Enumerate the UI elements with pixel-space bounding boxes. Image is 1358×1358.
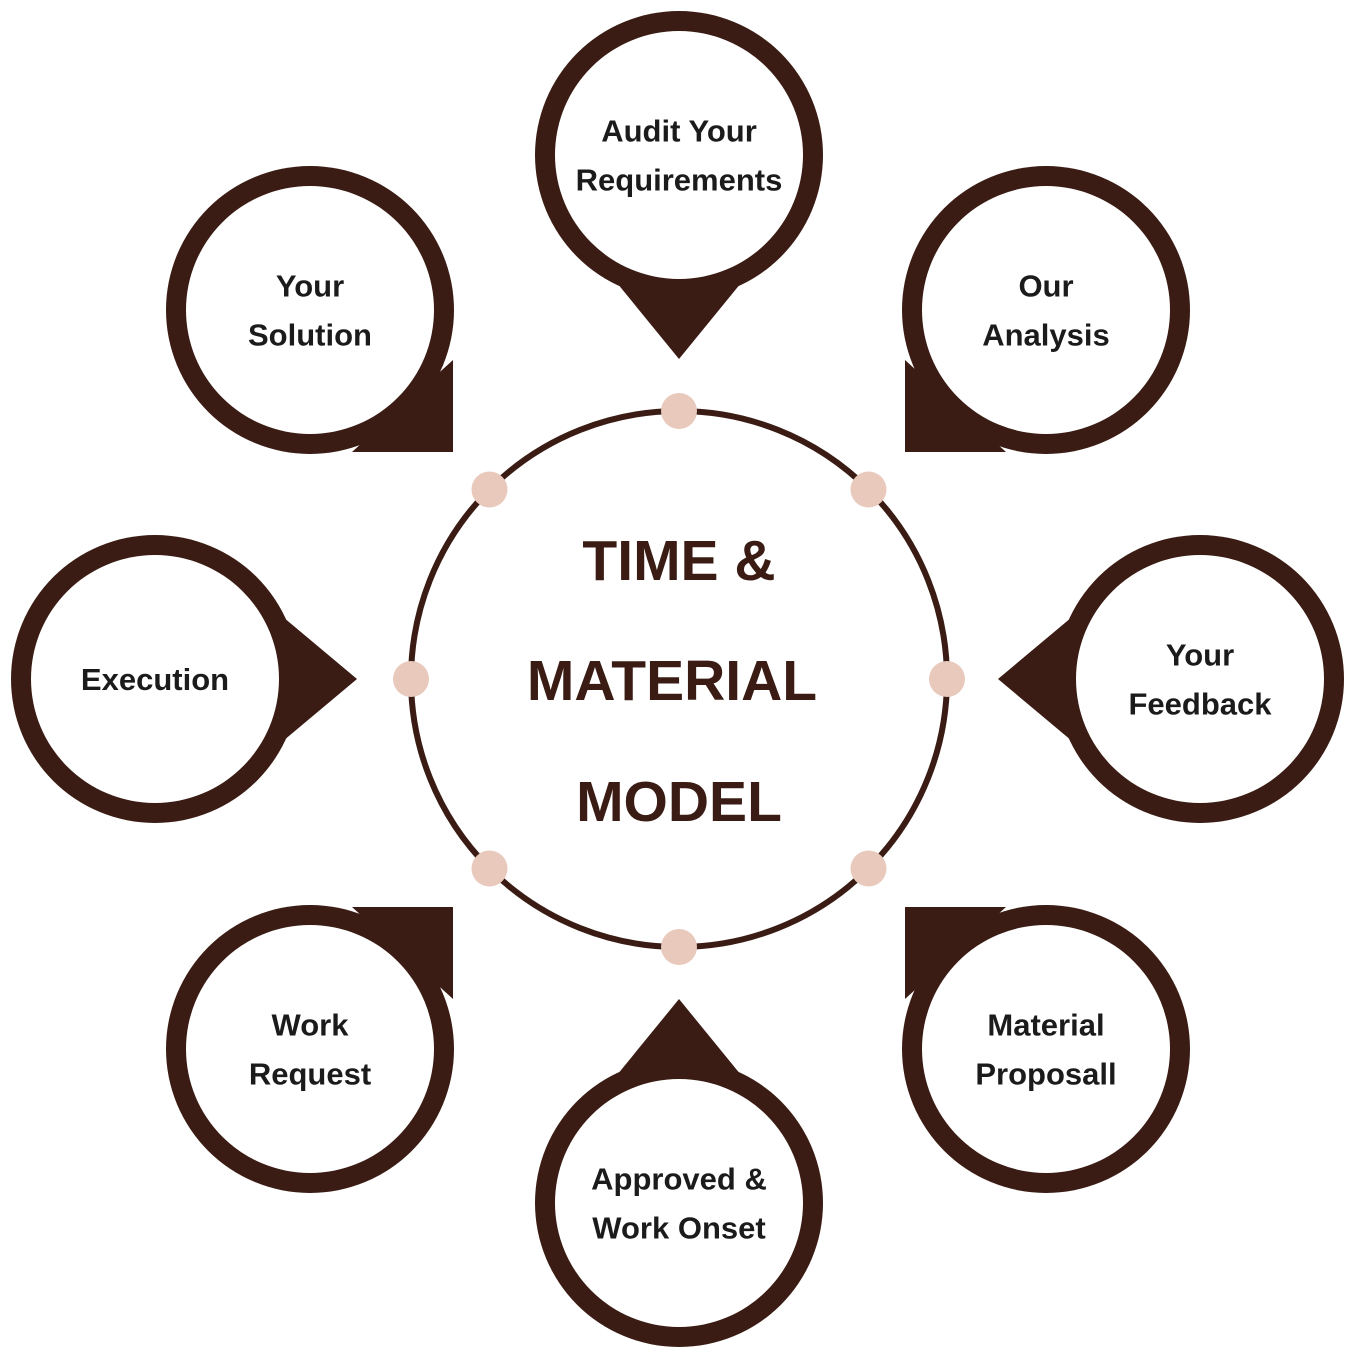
node-onset-label-line-2: Work Onset — [592, 1211, 765, 1246]
node-feedback-label-line-2: Feedback — [1128, 687, 1272, 722]
node-feedback-pointer — [998, 617, 1072, 741]
node-analysis-inner — [922, 186, 1170, 434]
node-analysis: Our Analysis — [902, 166, 1190, 454]
ring-dots — [393, 393, 965, 965]
node-analysis-label-line-1: Our — [1018, 269, 1073, 304]
center-title-line-3: MODEL — [576, 770, 782, 834]
ring-dot — [850, 850, 887, 887]
node-solution-inner — [186, 186, 434, 434]
node-solution-label-line-2: Solution — [248, 318, 372, 353]
node-request-inner — [186, 925, 434, 1173]
ring-dot — [661, 929, 697, 965]
node-analysis-label-line-2: Analysis — [982, 318, 1110, 353]
center-title-line-1: TIME & — [582, 529, 775, 593]
ring-dot — [929, 661, 965, 697]
node-solution: Your Solution — [166, 166, 454, 454]
node-audit-label-line-1: Audit Your — [601, 114, 757, 149]
node-onset-label-line-1: Approved & — [591, 1162, 767, 1197]
node-execution-pointer — [283, 617, 357, 741]
node-audit-pointer — [617, 283, 741, 359]
node-feedback-label-line-1: Your — [1166, 638, 1234, 673]
node-onset-pointer — [617, 999, 741, 1075]
ring-dot — [850, 471, 887, 508]
ring-dot — [393, 661, 429, 697]
node-audit-label-line-2: Requirements — [576, 163, 783, 198]
node-feedback: Your Feedback — [998, 535, 1344, 823]
node-request-label-line-2: Request — [249, 1057, 371, 1092]
center-title-line-2: MATERIAL — [527, 649, 817, 713]
node-request: Work Request — [166, 905, 454, 1193]
central-hub: TIME & MATERIAL MODEL — [393, 393, 965, 965]
node-proposal-inner — [922, 925, 1170, 1173]
node-proposal-label-line-1: Material — [987, 1008, 1104, 1043]
node-audit: Audit Your Requirements — [535, 11, 823, 359]
ring-dot — [661, 393, 697, 429]
node-audit-inner — [555, 31, 803, 279]
node-execution: Execution — [11, 535, 357, 823]
node-onset: Approved & Work Onset — [535, 999, 823, 1347]
node-solution-label-line-1: Your — [276, 269, 344, 304]
ring-dot — [471, 471, 508, 508]
node-request-label-line-1: Work — [272, 1008, 350, 1043]
node-proposal-label-line-2: Proposall — [975, 1057, 1116, 1092]
node-proposal: Material Proposall — [902, 905, 1190, 1193]
node-execution-label-line-1: Execution — [81, 662, 229, 697]
nodes-layer: Audit Your Requirements Our Analysis Your Fee… — [11, 11, 1344, 1347]
ring-dot — [471, 850, 508, 887]
node-onset-inner — [555, 1079, 803, 1327]
node-feedback-inner — [1076, 555, 1324, 803]
node-execution-inner — [31, 555, 279, 803]
